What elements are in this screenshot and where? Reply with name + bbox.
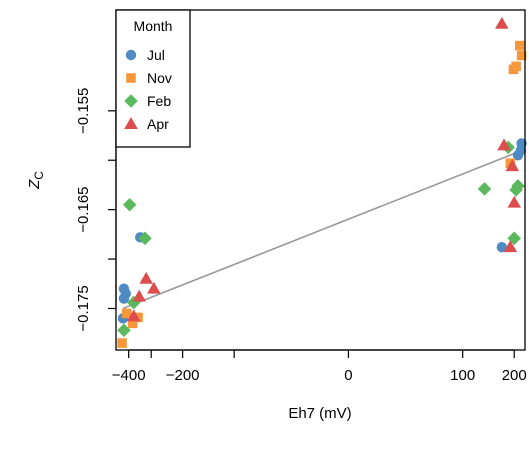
legend-label-nov: Nov	[147, 70, 172, 86]
x-tick-label: −400	[112, 367, 146, 384]
x-tick-label: 200	[502, 367, 527, 384]
x-tick-label: 100	[450, 367, 475, 384]
legend-marker-feb	[124, 94, 138, 108]
data-point-jul	[120, 288, 131, 299]
legend-entries: Jul Nov Feb Apr	[124, 47, 172, 132]
legend-label-feb: Feb	[147, 93, 171, 109]
data-point-nov	[511, 61, 521, 72]
data-point-jul	[516, 138, 527, 149]
legend-marker-jul	[125, 49, 137, 61]
y-axis: −0.155 −0.165 −0.175	[75, 88, 117, 332]
data-point-nov	[516, 50, 527, 61]
legend-label-jul: Jul	[147, 47, 165, 63]
data-point-nov	[117, 338, 127, 348]
data-point-apr	[147, 281, 161, 294]
data-point-nov	[121, 308, 132, 319]
x-axis: −400 −200 0 100 200	[112, 349, 527, 384]
y-axis-title: ZC	[26, 171, 46, 190]
data-point-feb	[511, 179, 525, 193]
x-axis-title: Eh7 (mV)	[288, 405, 351, 422]
data-point-apr	[495, 16, 509, 29]
data-point-nov	[515, 40, 525, 51]
data-point-feb	[117, 323, 131, 337]
x-tick-label: −200	[166, 367, 200, 384]
data-point-feb	[138, 231, 152, 246]
data-point-apr	[507, 195, 521, 208]
legend-label-apr: Apr	[147, 116, 169, 132]
data-point-feb	[477, 182, 492, 196]
data-point-apr	[497, 138, 511, 151]
data-point-apr	[132, 289, 146, 302]
data-point-jul	[496, 242, 508, 253]
plot-layer	[117, 16, 527, 348]
legend-title: Month	[134, 18, 173, 34]
y-tick-label: −0.165	[75, 187, 92, 233]
y-tick-label: −0.175	[75, 285, 92, 331]
data-point-feb	[122, 197, 137, 212]
data-point-apr	[139, 271, 153, 284]
y-tick-label: −0.155	[75, 88, 92, 134]
data-point-apr	[503, 240, 518, 253]
legend-marker-apr	[124, 116, 138, 129]
legend: Month Jul Nov Feb Apr	[115, 9, 191, 148]
data-point-apr	[126, 309, 141, 322]
fit-line	[122, 149, 523, 310]
data-point-nov	[127, 318, 138, 329]
x-tick-label: 0	[344, 367, 352, 384]
data-point-apr	[505, 159, 520, 172]
legend-marker-nov	[126, 73, 136, 83]
